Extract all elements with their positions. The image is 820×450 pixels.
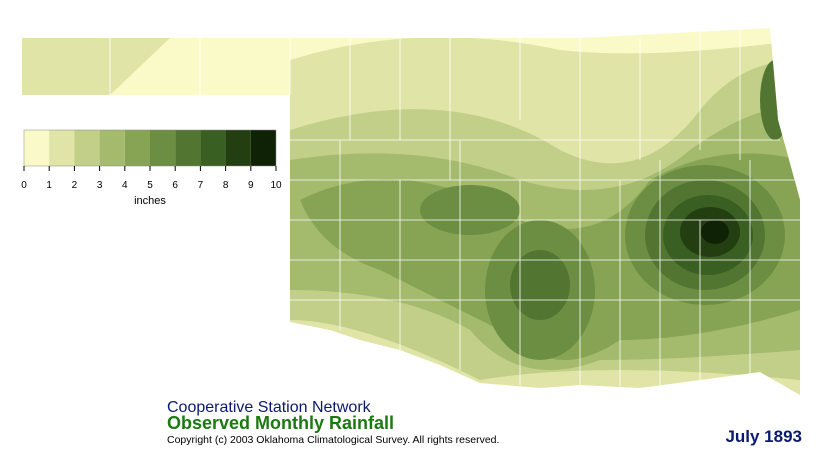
legend: 0 1 2 3 4 5 6 7 8 9 10 inches <box>21 129 282 207</box>
rain-zone <box>510 250 570 320</box>
legend-swatch <box>225 130 251 166</box>
legend-swatch <box>24 130 50 166</box>
legend-tick-label: 7 <box>198 180 204 191</box>
legend-tick-label: 5 <box>147 180 153 191</box>
legend-swatch <box>175 130 201 166</box>
legend-tick-label: 6 <box>172 180 178 191</box>
rain-zone <box>701 220 729 244</box>
legend-tick-label: 1 <box>46 180 52 191</box>
legend-tick-label: 3 <box>97 180 103 191</box>
legend-swatch <box>200 130 226 166</box>
legend-tick-label: 0 <box>21 180 27 191</box>
copyright: Copyright (c) 2003 Oklahoma Climatologic… <box>167 434 499 446</box>
map-date: July 1893 <box>725 427 802 446</box>
legend-swatch <box>250 130 276 166</box>
legend-tick-label: 10 <box>270 180 282 191</box>
rain-zone <box>420 185 520 235</box>
network-name: Cooperative Station Network <box>167 399 372 416</box>
county-lines <box>109 30 800 388</box>
legend-swatch <box>124 130 150 166</box>
map-title: Observed Monthly Rainfall <box>167 413 394 433</box>
legend-tick-label: 9 <box>248 180 254 191</box>
legend-unit: inches <box>134 195 166 207</box>
legend-swatch <box>150 130 176 166</box>
legend-swatch <box>99 130 125 166</box>
legend-swatch <box>74 130 100 166</box>
legend-swatch <box>49 130 75 166</box>
legend-tick-label: 8 <box>223 180 229 191</box>
legend-tick-label: 2 <box>72 180 78 191</box>
legend-tick-label: 4 <box>122 180 128 191</box>
rain-zone <box>760 60 790 140</box>
